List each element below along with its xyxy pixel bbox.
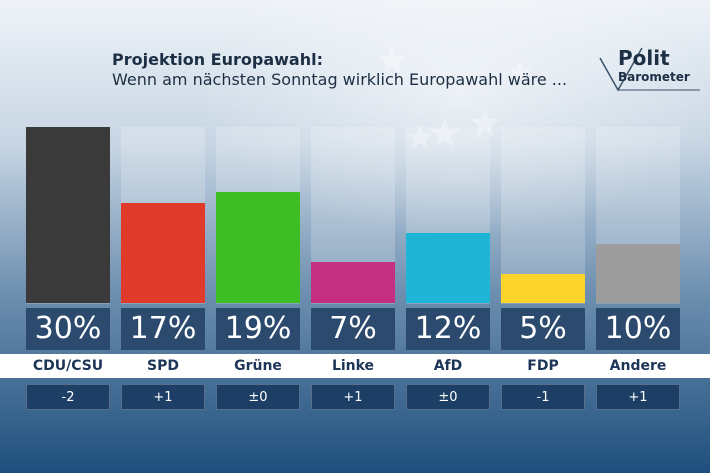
bar-grüne	[216, 192, 300, 303]
chart-title-block: Projektion Europawahl: Wenn am nächsten …	[112, 50, 567, 90]
value-label: 12%	[406, 308, 490, 350]
value-label: 19%	[216, 308, 300, 350]
bar-cdu-csu	[26, 127, 110, 303]
bar-spd	[121, 203, 205, 303]
bar-andere	[596, 244, 680, 303]
value-label: 7%	[311, 308, 395, 350]
chart-subtitle: Wenn am nächsten Sonntag wirklich Europa…	[112, 70, 568, 89]
category-label: SPD	[147, 358, 179, 374]
category-label: Andere	[609, 358, 667, 374]
logo-check-mark-icon	[599, 47, 700, 92]
change-label: ±0	[216, 384, 300, 410]
logo-text-polit: Polit	[618, 46, 670, 70]
bar-fdp	[501, 274, 585, 303]
change-label: +1	[121, 384, 205, 410]
chart-title: Projektion Europawahl:	[112, 50, 323, 69]
bar-afd	[406, 233, 490, 303]
value-label: 5%	[501, 308, 585, 350]
change-label: +1	[596, 384, 680, 410]
politbarometer-logo: Polit Barometer	[596, 44, 700, 96]
category-label: Linke	[331, 358, 375, 374]
category-label: CDU/CSU	[32, 358, 104, 374]
bar-linke	[311, 262, 395, 303]
value-label: 30%	[26, 308, 110, 350]
party-name-strip	[0, 354, 710, 378]
change-label: ±0	[406, 384, 490, 410]
category-label: FDP	[527, 358, 559, 374]
change-label: -1	[501, 384, 585, 410]
category-label: Grüne	[234, 358, 282, 374]
value-label: 17%	[121, 308, 205, 350]
change-label: -2	[26, 384, 110, 410]
category-label: AfD	[433, 358, 463, 374]
logo-text-barometer: Barometer	[618, 70, 690, 84]
change-label: +1	[311, 384, 395, 410]
value-label: 10%	[596, 308, 680, 350]
